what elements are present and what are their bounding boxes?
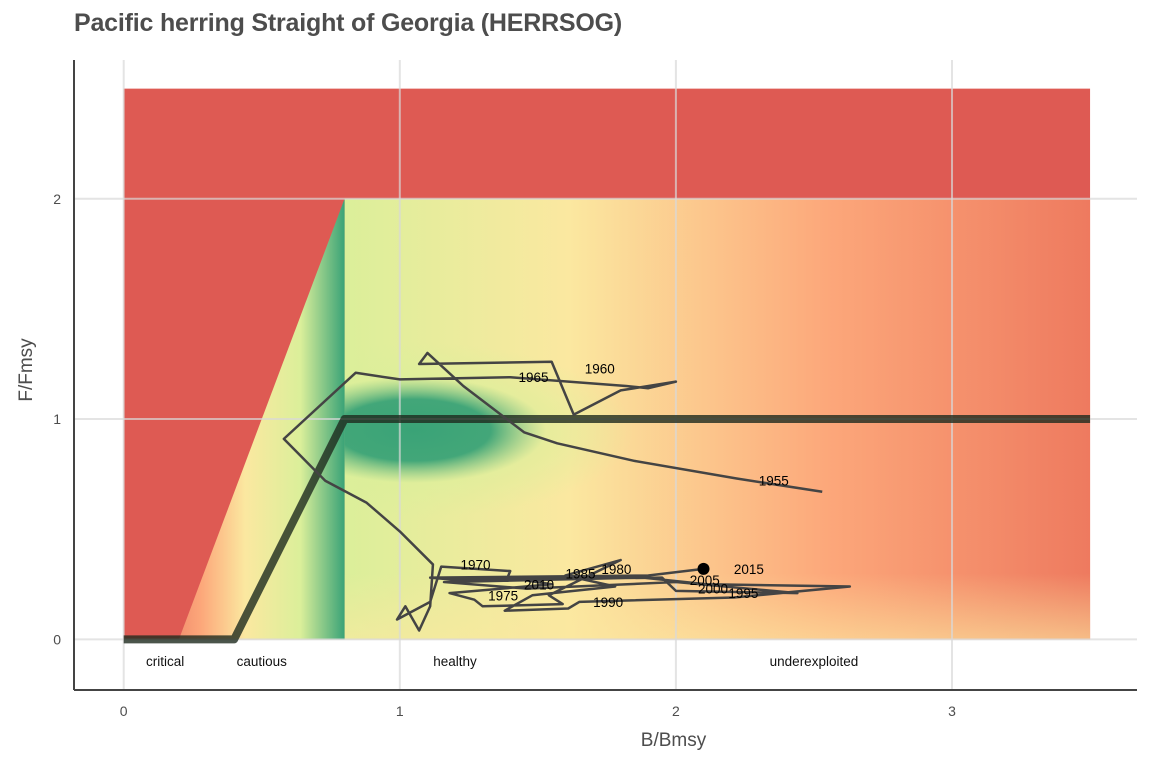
- y-tick-label: 0: [53, 631, 61, 647]
- zone-label-healthy: healthy: [433, 654, 477, 669]
- year-label-1980: 1980: [601, 562, 631, 577]
- x-tick-label: 1: [396, 703, 404, 719]
- zone-label-critical: critical: [146, 654, 184, 669]
- chart-title: Pacific herring Straight of Georgia (HER…: [74, 9, 623, 37]
- current-year-point: [697, 562, 710, 575]
- year-label-1965: 1965: [519, 370, 549, 385]
- year-label-1995: 1995: [728, 586, 758, 601]
- y-tick-label: 2: [53, 191, 61, 207]
- x-tick-label: 0: [120, 703, 128, 719]
- year-label-1975: 1975: [488, 588, 518, 603]
- year-label-1985: 1985: [565, 566, 595, 581]
- y-tick-label: 1: [53, 411, 61, 427]
- year-label-1955: 1955: [759, 474, 789, 489]
- year-label-1970: 1970: [461, 557, 491, 572]
- y-axis-title: F/Fmsy: [16, 338, 37, 402]
- zone-cautious-wedge: [178, 198, 345, 640]
- x-tick-label: 2: [672, 703, 680, 719]
- year-label-2010: 2010: [524, 577, 554, 592]
- zone-label-underexploited: underexploited: [770, 654, 859, 669]
- stock-trajectory-line: [282, 351, 852, 632]
- year-label-2015: 2015: [734, 562, 764, 577]
- year-label-2005: 2005: [690, 573, 720, 588]
- year-label-1960: 1960: [585, 361, 615, 376]
- harvest-control-reference-line: [123, 415, 1091, 644]
- year-label-1990: 1990: [593, 595, 623, 610]
- x-axis-title: B/Bmsy: [641, 730, 707, 751]
- year-label-2000: 2000: [698, 582, 728, 597]
- x-tick-label: 3: [948, 703, 956, 719]
- zone-label-cautious: cautious: [237, 654, 288, 669]
